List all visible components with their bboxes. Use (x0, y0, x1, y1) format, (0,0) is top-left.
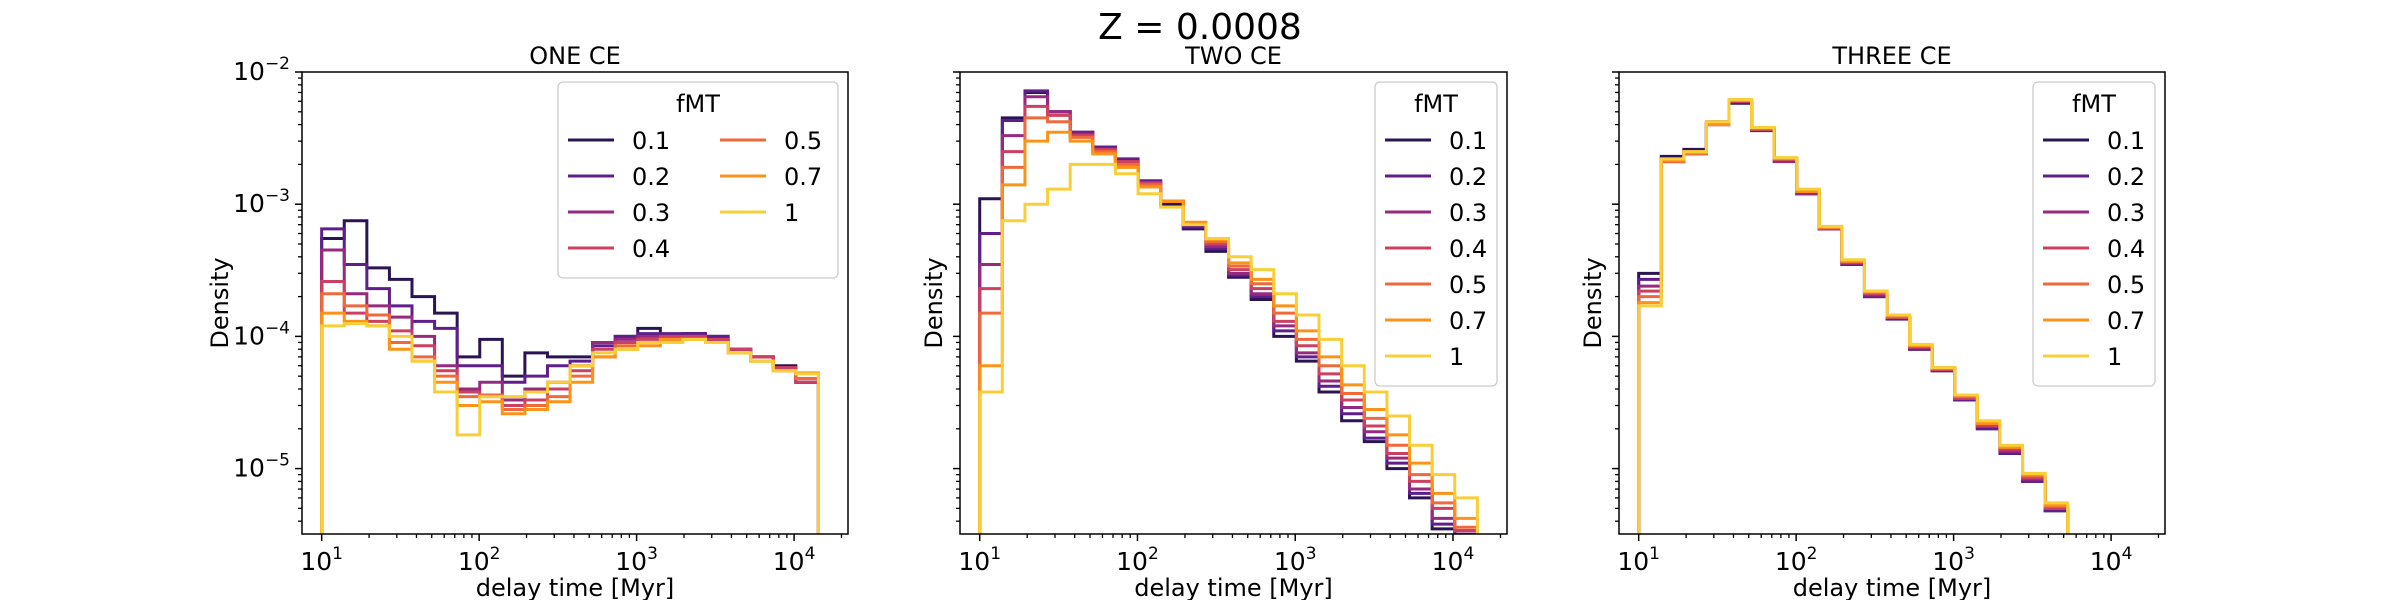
legend-entry-label: 1 (1449, 343, 1464, 371)
hist-line-fmt-1 (1637, 97, 2070, 534)
legend-title: fMT (2072, 90, 2116, 118)
legend-box (1374, 81, 1498, 387)
x-tick-label: 102 (1775, 544, 1818, 576)
legend-box (2032, 81, 2156, 387)
legend-entry-label: 0.5 (2107, 271, 2145, 299)
x-tick-label: 102 (1116, 544, 1159, 576)
legend-entry-label: 0.3 (1449, 199, 1487, 227)
x-axis-label: delay time [Myr] (476, 574, 675, 600)
figure-suptitle: Z = 0.0008 (1098, 7, 1302, 48)
y-axis-label: Density (1579, 257, 1607, 348)
legend-entry-label: 0.7 (1449, 307, 1487, 335)
axes-frame (301, 71, 849, 535)
subplot-title: TWO CE (1184, 42, 1282, 70)
legend-box (557, 81, 839, 279)
legend-entry-label: 0.2 (632, 163, 670, 191)
axes-frame (959, 71, 1508, 535)
hist-line-fmt-0.1 (1637, 101, 2070, 534)
hist-line-fmt-0.4 (320, 280, 820, 534)
subplot-2: 101 102 103 104 TWO CE delay time [Myr] Densit… (920, 42, 1508, 600)
x-tick-label: 101 (300, 544, 343, 576)
legend-entry-label: 0.4 (1449, 235, 1487, 263)
legend-title: fMT (676, 90, 720, 118)
hist-line-fmt-0.3 (1637, 99, 2070, 534)
x-tick-label: 103 (615, 544, 658, 576)
hist-line-fmt-0.2 (1637, 100, 2070, 534)
x-tick-label: 103 (1274, 544, 1317, 576)
subplot-1: 101 102 103 104 10−5 10−4 10−3 10−2 ONE CE delay … (206, 42, 849, 600)
legend-entry-label: 0.5 (1449, 271, 1487, 299)
axes-frame (1618, 71, 2166, 535)
legend-title: fMT (1414, 90, 1458, 118)
legend-entry-label: 0.3 (632, 199, 670, 227)
y-axis-label: Density (206, 257, 234, 348)
series-group (1637, 97, 2070, 534)
legend-entry-label: 0.3 (2107, 199, 2145, 227)
hist-line-fmt-1 (320, 322, 820, 534)
x-tick-label: 101 (1617, 544, 1660, 576)
subplot-3: 101 102 103 104 THREE CE delay time [Myr] Dens… (1579, 42, 2166, 600)
hist-line-fmt-1 (978, 162, 1479, 534)
x-tick-label: 102 (458, 544, 501, 576)
hist-line-fmt-0.5 (1637, 98, 2070, 534)
legend-entry-label: 0.1 (1449, 127, 1487, 155)
legend: fMT 0.1 0.2 0.3 0.4 0.5 0.7 1 (2032, 81, 2156, 387)
legend-entry-label: 0.4 (2107, 235, 2145, 263)
series-group (978, 89, 1479, 534)
legend-entry-label: 0.1 (2107, 127, 2145, 155)
legend-entry-label: 1 (2107, 343, 2122, 371)
legend-entry-label: 0.7 (2107, 307, 2145, 335)
legend-entry-label: 0.2 (2107, 163, 2145, 191)
x-tick-label: 104 (773, 544, 816, 576)
hist-line-fmt-0.7 (1637, 98, 2070, 534)
y-tick-label: 10−5 (233, 451, 290, 483)
y-tick-label: 10−3 (233, 186, 290, 218)
legend-entry-label: 1 (784, 199, 799, 227)
hist-line-fmt-0.4 (1637, 99, 2070, 534)
x-axis-label: delay time [Myr] (1134, 574, 1333, 600)
legend-entry-label: 0.2 (1449, 163, 1487, 191)
legend-entry-label: 0.5 (784, 127, 822, 155)
subplot-title: ONE CE (529, 42, 621, 70)
hist-line-fmt-0.7 (320, 311, 820, 534)
x-tick-label: 104 (2090, 544, 2133, 576)
y-axis-label: Density (920, 257, 948, 348)
legend-entry-label: 0.4 (632, 235, 670, 263)
x-tick-label: 104 (1432, 544, 1475, 576)
x-tick-label: 103 (1932, 544, 1975, 576)
y-tick-label: 10−2 (233, 54, 290, 86)
legend: fMT 0.1 0.2 0.3 0.4 0.5 0.7 1 (1374, 81, 1498, 387)
subplot-title: THREE CE (1831, 42, 1951, 70)
x-axis-label: delay time [Myr] (1793, 574, 1992, 600)
y-tick-label: 10−4 (233, 318, 290, 350)
legend-entry-label: 0.7 (784, 163, 822, 191)
series-group (320, 219, 820, 534)
x-tick-label: 101 (958, 544, 1001, 576)
legend-entry-label: 0.1 (632, 127, 670, 155)
